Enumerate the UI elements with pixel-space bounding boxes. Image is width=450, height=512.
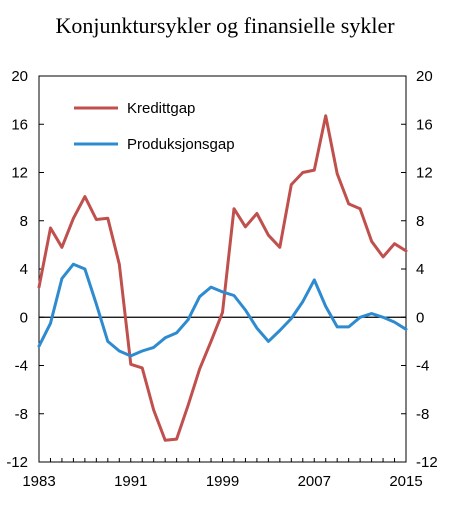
data-point-produksjonsgap	[221, 290, 224, 294]
data-point-kredittgap	[106, 217, 110, 220]
data-point-kredittgap	[152, 408, 155, 412]
data-point-produksjonsgap	[290, 317, 293, 320]
data-point-produksjonsgap	[106, 340, 110, 343]
data-point-kredittgap	[393, 242, 396, 245]
data-point-produksjonsgap	[141, 349, 144, 353]
data-point-produksjonsgap	[209, 285, 213, 289]
data-point-produksjonsgap	[83, 267, 87, 271]
x-tick-label: 1991	[114, 473, 147, 490]
y-tick-label-left: 16	[11, 116, 28, 133]
data-point-kredittgap	[290, 183, 293, 186]
data-point-kredittgap	[255, 212, 259, 215]
data-point-kredittgap	[141, 366, 144, 370]
data-point-kredittgap	[301, 171, 304, 174]
y-tick-label-right: -12	[416, 454, 438, 471]
y-tick-label-right: -4	[416, 358, 429, 375]
y-tick-label-right: -8	[416, 406, 429, 423]
data-point-produksjonsgap	[255, 326, 259, 330]
data-point-produksjonsgap	[60, 277, 64, 280]
data-point-kredittgap	[278, 246, 282, 249]
data-point-produksjonsgap	[244, 308, 247, 312]
data-point-produksjonsgap	[198, 295, 201, 298]
x-tick-label: 1983	[22, 473, 55, 490]
data-point-produksjonsgap	[324, 305, 327, 308]
data-point-kredittgap	[72, 217, 75, 220]
data-point-kredittgap	[209, 340, 213, 343]
y-tick-label-left: -12	[6, 454, 28, 471]
x-tick-label: 2015	[389, 473, 422, 490]
data-point-produksjonsgap	[232, 294, 236, 297]
data-point-kredittgap	[267, 234, 270, 237]
data-point-kredittgap	[60, 246, 64, 249]
data-point-produksjonsgap	[49, 322, 52, 325]
data-point-kredittgap	[175, 437, 178, 441]
y-tick-label-right: 20	[416, 68, 433, 85]
data-point-produksjonsgap	[370, 312, 373, 315]
y-tick-label-left: 12	[11, 165, 28, 182]
data-point-produksjonsgap	[129, 354, 132, 358]
data-point-kredittgap	[95, 218, 98, 221]
plot-frame	[38, 75, 407, 463]
legend: Kredittgap Produksjonsgap	[74, 100, 235, 153]
data-point-kredittgap	[381, 255, 385, 259]
data-point-kredittgap	[358, 207, 362, 210]
data-point-produksjonsgap	[152, 346, 155, 349]
data-point-kredittgap	[404, 249, 408, 253]
y-tick-label-right: 4	[416, 261, 424, 278]
data-point-kredittgap	[37, 285, 41, 289]
y-tick-label-left: -4	[15, 358, 28, 375]
data-point-kredittgap	[335, 172, 339, 175]
y-tick-label-left: -8	[15, 406, 28, 423]
y-tick-label-right: 12	[416, 165, 433, 182]
x-tick-label: 1999	[206, 473, 239, 490]
data-point-produksjonsgap	[404, 328, 408, 331]
y-tick-label-left: 4	[20, 261, 28, 278]
data-point-produksjonsgap	[393, 320, 396, 324]
data-point-produksjonsgap	[381, 316, 385, 319]
data-point-produksjonsgap	[347, 325, 350, 329]
y-tick-label-left: 20	[11, 68, 28, 85]
y-tick-label-left: 8	[20, 213, 28, 230]
data-point-kredittgap	[221, 311, 224, 314]
y-tick-label-right: 8	[416, 213, 424, 230]
data-point-produksjonsgap	[95, 302, 98, 306]
y-tick-label-left: 0	[20, 309, 28, 326]
data-point-kredittgap	[83, 195, 87, 198]
data-point-kredittgap	[232, 207, 236, 210]
data-point-kredittgap	[347, 202, 350, 206]
data-point-produksjonsgap	[118, 349, 121, 353]
x-tick-label: 2007	[298, 473, 331, 490]
data-point-kredittgap	[370, 240, 373, 243]
data-point-produksjonsgap	[278, 329, 282, 332]
chart-title: Konjunktursykler og finansielle sykler	[55, 13, 395, 38]
data-point-kredittgap	[49, 226, 52, 230]
data-point-produksjonsgap	[72, 262, 75, 266]
data-point-kredittgap	[129, 363, 132, 366]
data-point-produksjonsgap	[335, 325, 339, 329]
plot-area: -12 -12 -8 -8 -4 -4 0 0 4 4 8 8 12 12 16 16 20 20 1983 1991…	[6, 68, 437, 490]
data-point-kredittgap	[313, 168, 316, 172]
y-tick-label-right: 0	[416, 309, 424, 326]
data-point-kredittgap	[198, 367, 201, 371]
data-point-produksjonsgap	[37, 345, 41, 348]
data-point-produksjonsgap	[313, 278, 316, 282]
data-point-kredittgap	[186, 404, 190, 407]
legend-label-kredittgap: Kredittgap	[127, 100, 195, 117]
series-line-kredittgap	[37, 114, 408, 442]
data-point-produksjonsgap	[163, 336, 167, 339]
legend-label-produksjonsgap: Produksjonsgap	[127, 136, 235, 153]
data-point-produksjonsgap	[301, 300, 304, 303]
data-point-kredittgap	[324, 114, 327, 118]
data-point-produksjonsgap	[358, 316, 362, 319]
data-point-kredittgap	[163, 439, 167, 442]
data-point-produksjonsgap	[186, 318, 190, 321]
data-point-produksjonsgap	[267, 340, 270, 343]
data-point-kredittgap	[244, 225, 247, 228]
y-tick-label-right: 16	[416, 116, 433, 133]
data-point-kredittgap	[118, 262, 121, 266]
data-point-produksjonsgap	[175, 331, 178, 335]
